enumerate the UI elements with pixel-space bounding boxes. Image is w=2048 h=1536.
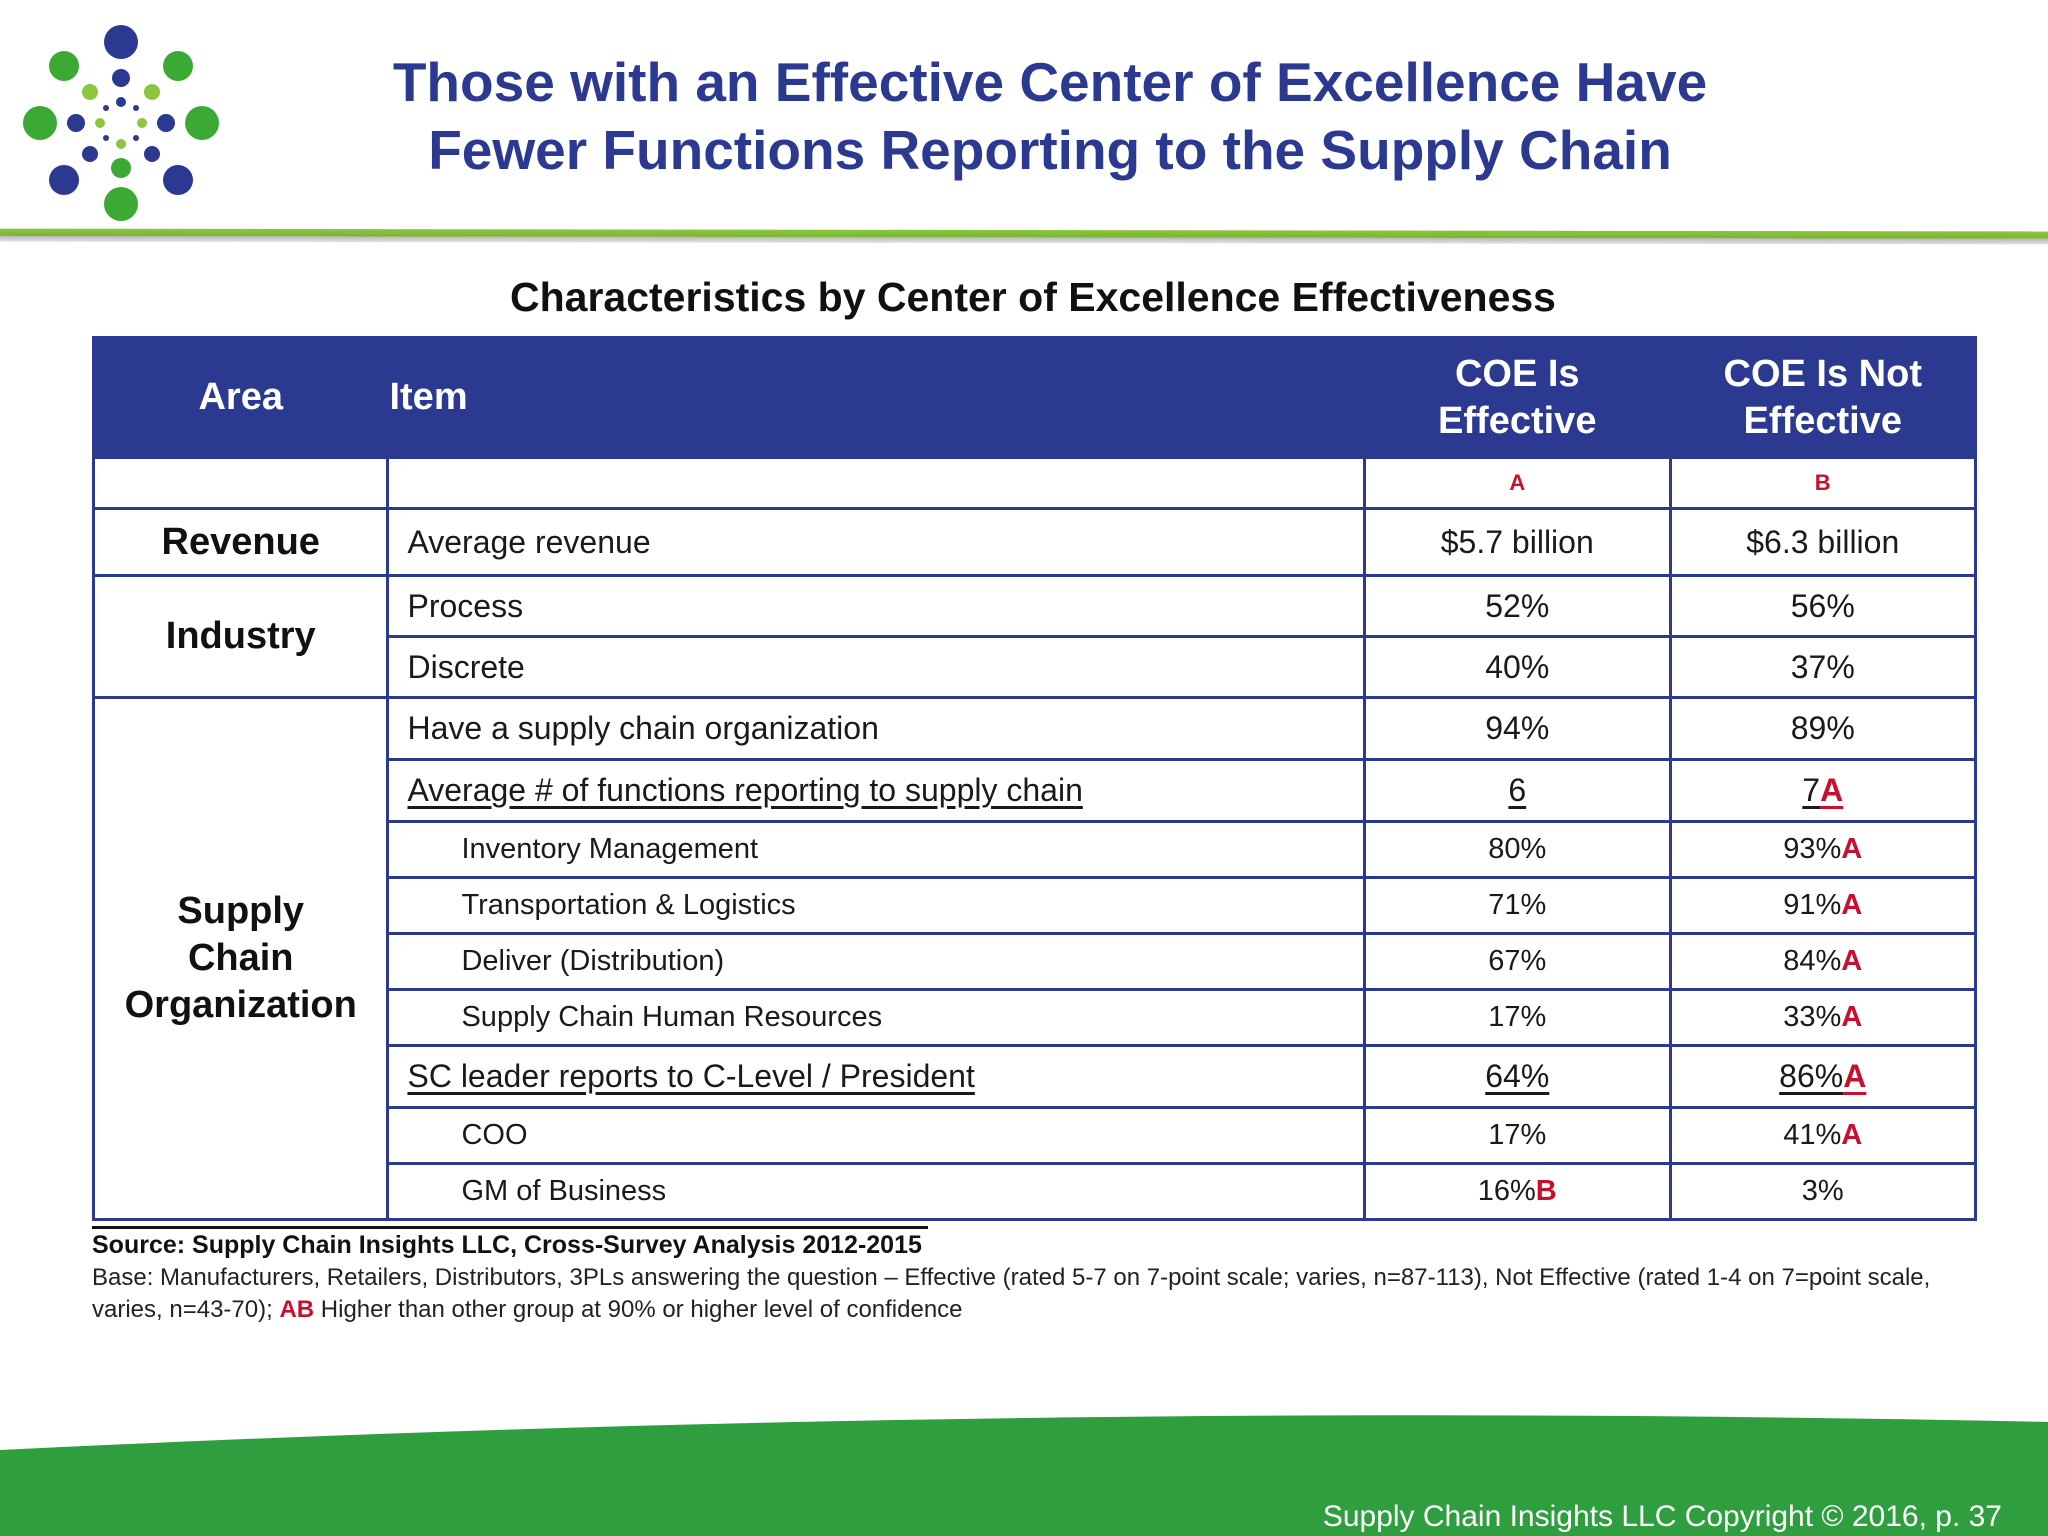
- table-row: Inventory Management 80% 93%A: [94, 820, 1977, 879]
- significance-marker: A: [1820, 772, 1844, 808]
- dots-burst-logo-icon: [23, 25, 219, 221]
- table-row: Supply Chain Human Resources 17% 33%A: [94, 988, 1977, 1047]
- row-value-b: 37%: [1668, 635, 1977, 699]
- group-letter-a: A: [1363, 456, 1672, 510]
- row-item: Deliver (Distribution): [386, 932, 1367, 991]
- table-title: Characteristics by Center of Excellence …: [510, 274, 1556, 320]
- significance-marker: A: [1843, 1058, 1867, 1094]
- table-row: COO 17% 41%A: [94, 1106, 1977, 1165]
- row-value-a: 16%B: [1363, 1162, 1672, 1221]
- row-value-a: 6: [1363, 758, 1672, 823]
- table-row: Supply Chain Organization Have a supply …: [91, 696, 1977, 1221]
- row-value-b: $6.3 billion: [1668, 507, 1977, 577]
- base-note: Base: Manufacturers, Retailers, Distribu…: [92, 1262, 1962, 1326]
- header-coe-not-effective: COE Is Not Effective: [1668, 336, 1977, 459]
- row-item: Average # of functions reporting to supp…: [386, 758, 1367, 823]
- row-value-b: 84%A: [1668, 932, 1977, 991]
- row-value-a: 80%: [1363, 820, 1672, 879]
- row-value-b: 91%A: [1668, 876, 1977, 935]
- row-value-b: 3%: [1668, 1162, 1977, 1221]
- coe-characteristics-table: Area Item COE Is Effective COE Is Not Ef…: [91, 336, 1977, 1221]
- row-value-a: 71%: [1363, 876, 1672, 935]
- row-value-b: 93%A: [1668, 820, 1977, 879]
- table-row: GM of Business 16%B 3%: [94, 1162, 1977, 1221]
- footer-band: [0, 1415, 2048, 1536]
- row-item: SC leader reports to C-Level / President: [386, 1044, 1367, 1109]
- row-value-a: 67%: [1363, 932, 1672, 991]
- row-item: Discrete: [386, 635, 1367, 699]
- row-item: GM of Business: [386, 1162, 1367, 1221]
- row-item: Process: [386, 574, 1367, 638]
- group-letter-row: A B: [91, 456, 1977, 510]
- row-value-b: 41%A: [1668, 1106, 1977, 1165]
- table-header-row: Area Item COE Is Effective COE Is Not Ef…: [91, 336, 1977, 459]
- row-item: COO: [386, 1106, 1367, 1165]
- row-value-b: 86%A: [1668, 1044, 1977, 1109]
- row-value-a: 94%: [1363, 696, 1672, 761]
- header-area: Area: [91, 336, 390, 459]
- title-divider: [0, 228, 2048, 245]
- area-industry: Industry: [91, 574, 390, 699]
- base-note-ab-marker: AB: [279, 1296, 315, 1323]
- significance-marker: A: [1841, 833, 1863, 865]
- base-note-text: Base: Manufacturers, Retailers, Distribu…: [92, 1264, 1931, 1323]
- slide-title-line-2: Fewer Functions Reporting to the Supply …: [428, 119, 1672, 181]
- group-letter-b: B: [1668, 456, 1977, 510]
- significance-marker: A: [1841, 1001, 1863, 1033]
- significance-marker: B: [1535, 1175, 1557, 1207]
- row-value-a: 40%: [1363, 635, 1672, 699]
- row-item: Transportation & Logistics: [386, 876, 1367, 935]
- row-item: Supply Chain Human Resources: [386, 988, 1367, 1047]
- header-coe-effective: COE Is Effective: [1363, 336, 1672, 459]
- footer-copyright: Supply Chain Insights LLC Copyright © 20…: [1322, 1500, 2002, 1533]
- row-value-b: 33%A: [1668, 988, 1977, 1047]
- row-value-b: 56%: [1668, 574, 1977, 638]
- table-row: Industry Process 52% 56%: [91, 574, 1977, 699]
- header-item: Item: [386, 336, 1367, 459]
- row-value-a: 17%: [1363, 988, 1672, 1047]
- significance-marker: A: [1841, 1119, 1863, 1151]
- row-item: Have a supply chain organization: [386, 696, 1367, 761]
- table-row: Average # of functions reporting to supp…: [94, 758, 1977, 823]
- significance-marker: A: [1841, 889, 1863, 921]
- row-value-a: 64%: [1363, 1044, 1672, 1109]
- source-note: Source: Supply Chain Insights LLC, Cross…: [92, 1226, 928, 1260]
- row-value-a: 17%: [1363, 1106, 1672, 1165]
- table-row: SC leader reports to C-Level / President…: [94, 1044, 1977, 1109]
- row-value-b: 7A: [1668, 758, 1977, 823]
- table-row: Revenue Average revenue $5.7 billion $6.…: [91, 507, 1977, 577]
- area-supply-chain-organization: Supply Chain Organization: [91, 696, 390, 1221]
- area-revenue: Revenue: [91, 507, 390, 577]
- table-row: Discrete 40% 37%: [94, 635, 1977, 699]
- row-item: Average revenue: [386, 507, 1367, 577]
- slide-title-line-1: Those with an Effective Center of Excell…: [392, 51, 1708, 113]
- logo-dots: [23, 25, 219, 221]
- row-item: Inventory Management: [386, 820, 1367, 879]
- row-value-b: 89%: [1668, 696, 1977, 761]
- row-value-a: $5.7 billion: [1363, 507, 1672, 577]
- slide-title: Those with an Effective Center of Excell…: [300, 48, 1800, 184]
- base-note-tail: Higher than other group at 90% or higher…: [320, 1296, 963, 1323]
- significance-marker: A: [1841, 945, 1863, 977]
- table-row: Transportation & Logistics 71% 91%A: [94, 876, 1977, 935]
- table-row: Deliver (Distribution) 67% 84%A: [94, 932, 1977, 991]
- row-value-a: 52%: [1363, 574, 1672, 638]
